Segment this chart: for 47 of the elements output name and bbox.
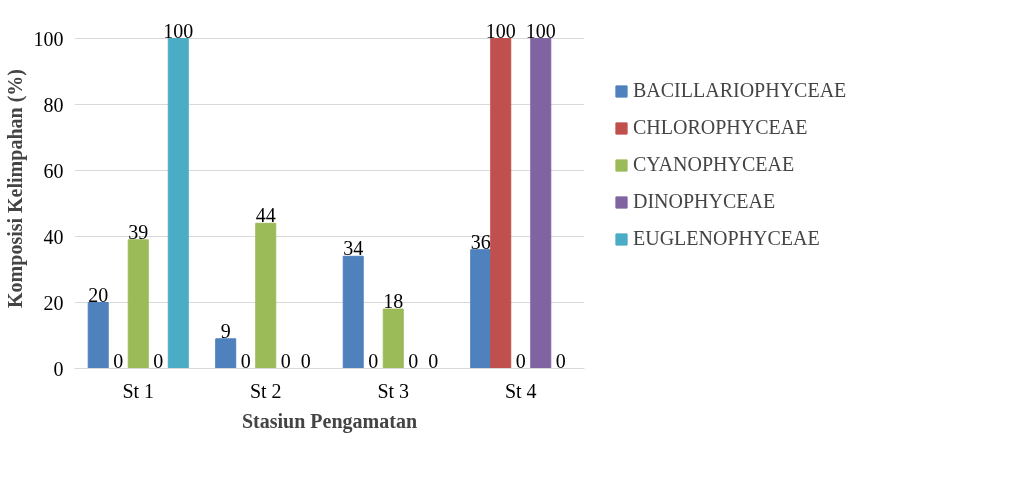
y-tick-label: 0 — [53, 357, 64, 380]
bar — [215, 338, 237, 369]
bar — [382, 308, 404, 369]
y-tick-label: 20 — [43, 291, 64, 314]
x-tick-label: St 3 — [377, 379, 410, 402]
bar — [255, 222, 277, 369]
data-label: 0 — [240, 349, 251, 372]
data-label: 0 — [428, 349, 439, 372]
data-label: 100 — [163, 19, 194, 42]
data-label: 0 — [280, 349, 291, 372]
bar — [470, 249, 492, 369]
x-tick-label: St 2 — [249, 379, 282, 402]
legend-label: CHLOROPHYCEAE — [633, 116, 808, 139]
x-axis-title: Stasiun Pengamatan — [241, 409, 418, 433]
bar — [167, 38, 189, 369]
data-label: 100 — [485, 19, 516, 42]
data-label: 0 — [515, 349, 526, 372]
bar — [127, 239, 149, 369]
legend-label: DINOPHYCEAE — [633, 190, 776, 213]
data-label: 34 — [343, 237, 364, 260]
bar — [87, 302, 109, 369]
y-tick-label: 60 — [43, 159, 64, 182]
data-label: 20 — [88, 283, 109, 306]
data-label: 0 — [555, 349, 566, 372]
y-tick-label: 100 — [33, 27, 64, 50]
y-tick-label: 80 — [43, 93, 64, 116]
data-label: 36 — [470, 230, 491, 253]
data-label: 9 — [220, 319, 231, 342]
x-tick-label: St 4 — [504, 379, 537, 402]
data-label: 0 — [408, 349, 419, 372]
bar — [342, 255, 364, 369]
y-tick-label: 40 — [43, 225, 64, 248]
legend-label: BACILLARIOPHYCEAE — [633, 79, 847, 102]
bar — [490, 38, 512, 369]
legend-label: EUGLENOPHYCEAE — [633, 227, 820, 250]
data-label: 0 — [368, 349, 379, 372]
data-label: 0 — [113, 349, 124, 372]
bar — [530, 38, 552, 369]
data-label: 0 — [300, 349, 311, 372]
data-label: 44 — [255, 204, 276, 227]
data-label: 0 — [153, 349, 164, 372]
data-label: 100 — [525, 19, 556, 42]
legend-label: CYANOPHYCEAE — [633, 153, 795, 176]
data-label: 18 — [383, 290, 404, 313]
y-axis-title: Komposisi Kelimpahan (%) — [3, 69, 27, 308]
data-label: 39 — [128, 220, 149, 243]
x-tick-label: St 1 — [122, 379, 155, 402]
